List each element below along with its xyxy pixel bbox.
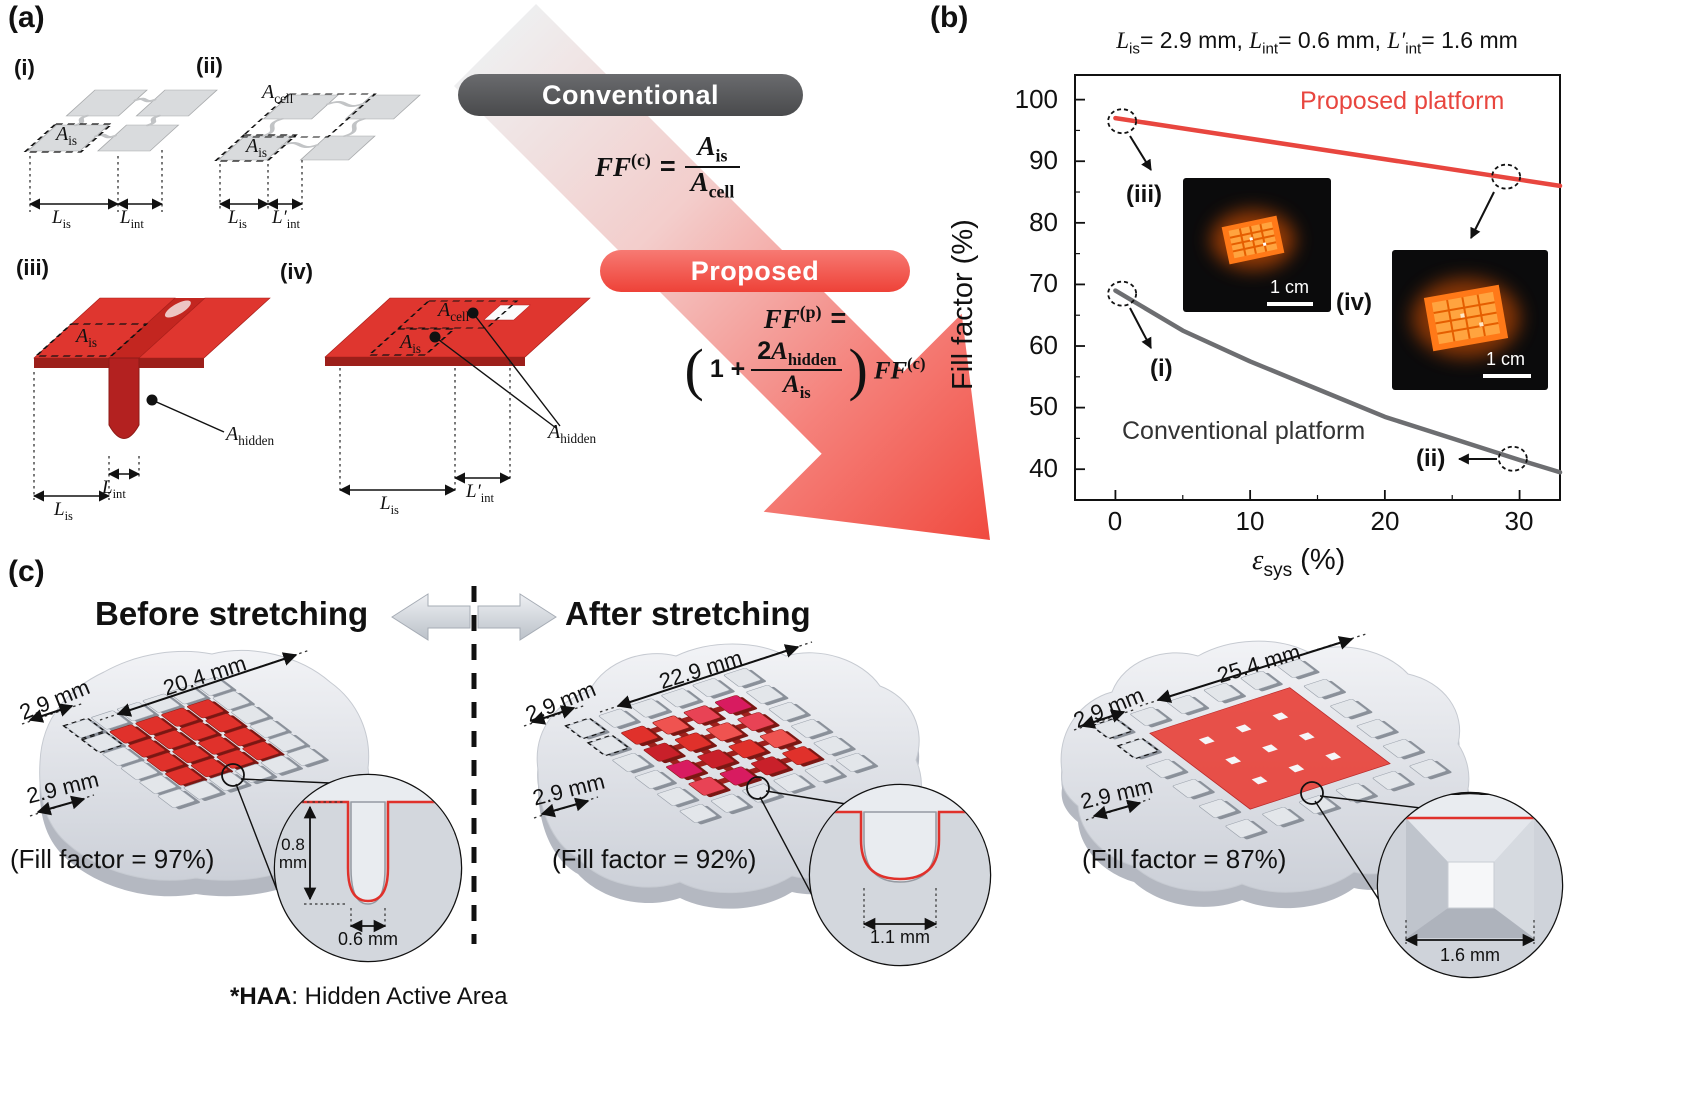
label-a-is-iv: Ais (400, 331, 422, 356)
hidden-trench (108, 357, 140, 439)
zoom-inset-after-1 (808, 783, 992, 967)
chart-annotation-arrows (1129, 135, 1497, 465)
schematic-iii (33, 297, 271, 359)
label-l-int-prime-ii: L′int (272, 207, 300, 231)
y-axis-label: Fill factor (%) (947, 219, 979, 390)
a-is-dashed-box-i (22, 123, 114, 153)
label-a-is-iii: Ais (76, 325, 98, 350)
p2-fill-factor: (Fill factor = 92%) (552, 844, 757, 874)
led-array-before-marks (62, 717, 125, 754)
label-l-is-i: Lis (52, 207, 71, 231)
y-tick-100: 100 (1014, 84, 1058, 114)
subfig-tag-ii: (ii) (196, 53, 223, 78)
point-label-iv: (iv) (1336, 289, 1372, 316)
x-tick-20: 20 (1370, 506, 1400, 536)
label-a-cell-ii: Acell (262, 81, 294, 106)
x-tick-10: 10 (1235, 506, 1265, 536)
a-cell-dashed-box-iv (397, 300, 519, 329)
label-l-is-iii: Lis (54, 499, 73, 523)
point-label-iii: (iii) (1126, 181, 1162, 208)
inset-photo-iv (1392, 250, 1548, 390)
p1-zoom-depth-label: 0.8 mm (278, 835, 308, 873)
chart-title: Lis= 2.9 mm, Lint= 0.6 mm, L′int= 1.6 mm (1116, 27, 1518, 58)
label-a-is-i: Ais (56, 123, 78, 148)
label-a-is-ii: Ais (246, 135, 268, 160)
footnote-haa: *HAA: Hidden Active Area (230, 983, 508, 1010)
a-is-dashed-box-iii (34, 323, 149, 357)
dim-arrows-iii (32, 468, 141, 502)
label-l-int-i: Lint (120, 207, 144, 231)
label-l-is-ii: Lis (228, 207, 247, 231)
inset-1-scale-label: 1 cm (1270, 277, 1310, 297)
y-tick-50: 50 (1029, 391, 1058, 421)
p1-fill-factor: (Fill factor = 97%) (10, 844, 215, 874)
hidden-hole (483, 304, 531, 321)
formula-conventional: FF(c) = Ais Acell (595, 131, 741, 201)
a-is-dashed-box-ii (213, 134, 298, 162)
p3-fill-factor: (Fill factor = 87%) (1082, 844, 1287, 874)
x-axis-label: εsys (%) (1252, 544, 1346, 581)
scale-bar-inset-2 (1483, 374, 1531, 378)
header-after-stretching: After stretching (565, 595, 811, 632)
subfig-tag-iii: (iii) (16, 255, 49, 280)
label-a-hidden-iv: Ahidden (548, 421, 597, 446)
zoom-inset-after-2 (1376, 791, 1564, 979)
panel-b-tag: (b) (930, 1, 969, 34)
p3-zoom-width-label: 1.6 mm (1439, 945, 1500, 965)
series-label-conventional: Conventional platform (1122, 417, 1366, 445)
formula-proposed: FF(p) = ( 1 + 2Ahidden Ais ) FF(c) (684, 302, 926, 403)
inset-2-scale-label: 1 cm (1486, 349, 1526, 369)
stretch-arrow-right (477, 593, 557, 641)
badge-conventional: Conventional (458, 74, 803, 116)
led-array-after-1-marks (564, 717, 631, 757)
zoom-inset-before (273, 773, 463, 963)
schematic-i (22, 89, 218, 153)
point-label-i: (i) (1150, 355, 1173, 382)
y-tick-80: 80 (1029, 207, 1058, 237)
inset-photo-iii (1183, 178, 1331, 312)
y-tick-60: 60 (1029, 330, 1058, 360)
header-before-stretching: Before stretching (95, 595, 369, 632)
label-a-cell-iv: Acell (438, 299, 470, 324)
label-l-int-iii: Lint (102, 477, 126, 501)
x-tick-0: 0 (1107, 506, 1123, 536)
panel-a-tag: (a) (8, 1, 45, 34)
dim-guides-iv (339, 362, 511, 494)
badge-proposed: Proposed (600, 250, 910, 292)
series-label-proposed: Proposed platform (1300, 87, 1505, 115)
subfig-tag-i: (i) (14, 55, 35, 80)
chart-series-layer (1075, 98, 1563, 500)
dim-arrows-iv (338, 472, 512, 496)
y-tick-90: 90 (1029, 145, 1058, 175)
p2-zoom-width-label: 1.1 mm (869, 927, 930, 947)
zoom-leader-lines (235, 778, 1422, 904)
y-tick-70: 70 (1029, 268, 1058, 298)
zoom-source-circles (221, 763, 1324, 805)
label-l-is-iv: Lis (380, 493, 399, 517)
label-l-int-prime-iv: L′int (466, 481, 494, 505)
x-tick-30: 30 (1504, 506, 1534, 536)
a-is-dashed-box-iv (367, 328, 456, 356)
panel-c-tag: (c) (8, 555, 45, 588)
schematic-iv (324, 297, 591, 358)
subfig-tag-iv: (iv) (280, 259, 313, 284)
y-tick-40: 40 (1029, 453, 1058, 483)
p1-zoom-width-label: 0.6 mm (337, 929, 398, 949)
dim-guides-i (29, 150, 163, 212)
dim-guides-ii (219, 160, 303, 210)
label-a-hidden-iii: Ahidden (226, 423, 275, 448)
stretch-arrow-left (391, 593, 471, 641)
point-label-ii: (ii) (1416, 445, 1446, 472)
dim-arrows-platforms (28, 636, 1354, 820)
scale-bar-inset-1 (1267, 302, 1313, 306)
